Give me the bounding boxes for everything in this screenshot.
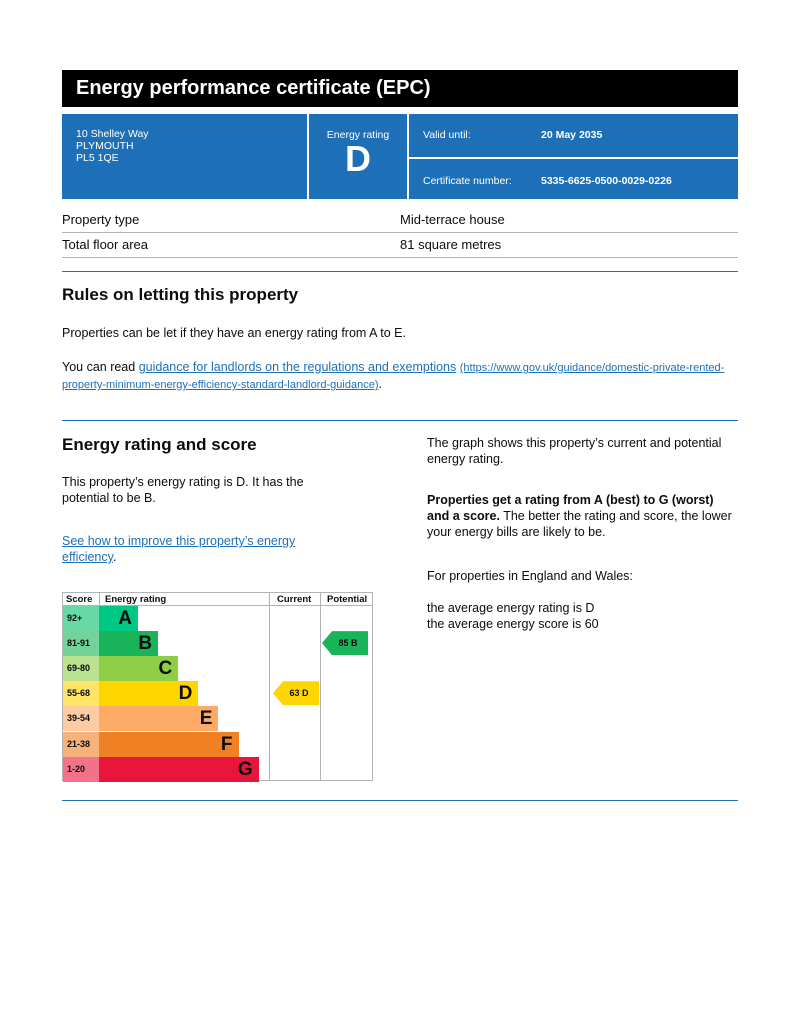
rating-bar-E: E	[99, 706, 219, 732]
floor-area-value: 81 square metres	[400, 237, 502, 252]
rating-bar-G: G	[99, 756, 259, 782]
header-potential: Potential	[327, 594, 368, 605]
potential-rating-arrow: 85 B	[322, 631, 368, 656]
score-text: This property’s energy rating is D. It h…	[62, 475, 304, 505]
england-wales-text: For properties in England and Wales:	[427, 569, 633, 583]
address-box: 10 Shelley Way PLYMOUTH PL5 1QE	[62, 114, 307, 199]
page-title: Energy performance certificate (EPC)	[62, 70, 738, 107]
rating-bar-F: F	[99, 731, 239, 757]
certificate-number-label: Certificate number:	[423, 175, 512, 187]
guidance-link[interactable]: guidance for landlords on the regulation…	[138, 360, 457, 374]
floor-area-label: Total floor area	[62, 237, 148, 252]
guidance-prefix: You can read	[62, 360, 139, 374]
rating-bar-A: A	[99, 606, 138, 631]
rating-bar-B: B	[99, 631, 159, 657]
divider	[62, 420, 738, 421]
rating-bar-D: D	[99, 681, 199, 707]
rules-heading: Rules on letting this property	[62, 285, 299, 304]
header-divider	[63, 605, 372, 606]
energy-rating-box: Energy rating D	[309, 114, 407, 199]
score-range-C: 69-80	[63, 656, 99, 682]
score-range-D: 55-68	[63, 681, 99, 707]
column-divider	[320, 593, 321, 780]
improve-paragraph: See how to improve this property’s energ…	[62, 533, 332, 565]
valid-until: Valid until: 20 May 2035	[409, 114, 738, 157]
rules-text: Properties can be let if they have an en…	[62, 326, 406, 340]
score-range-G: 1-20	[63, 756, 99, 782]
score-range-E: 39-54	[63, 706, 99, 732]
energy-rating-chart: Score Energy rating Current Potential 92…	[62, 592, 373, 782]
certificate-number-value: 5335-6625-0500-0029-0226	[541, 175, 672, 187]
rules-guidance: You can read guidance for landlords on t…	[62, 359, 738, 393]
address-line: PL5 1QE	[76, 152, 119, 164]
property-type-row: Property type Mid-terrace house	[62, 208, 738, 233]
improve-link[interactable]: See how to improve this property’s energ…	[62, 534, 296, 564]
rating-explainer-bold: Properties get a rating from A (best) to…	[427, 493, 714, 523]
improve-suffix: .	[112, 550, 117, 564]
divider	[62, 800, 738, 801]
average-rating: the average energy rating is D	[427, 601, 595, 615]
rating-explainer-rest: The better the rating and score, the low…	[427, 509, 732, 539]
score-heading: Energy rating and score	[62, 435, 257, 454]
valid-until-label: Valid until:	[423, 129, 471, 141]
current-rating-arrow: 63 D	[273, 681, 319, 706]
property-type-value: Mid-terrace house	[400, 212, 505, 227]
average-score: the average energy score is 60	[427, 617, 599, 631]
certificate-number: Certificate number: 5335-6625-0500-0029-…	[409, 159, 738, 199]
property-type-label: Property type	[62, 212, 140, 227]
header-score: Score	[66, 594, 93, 605]
column-divider	[269, 593, 270, 780]
divider	[62, 271, 738, 272]
rating-bar-C: C	[99, 656, 179, 682]
score-range-F: 21-38	[63, 731, 99, 757]
energy-rating-value: D	[345, 138, 371, 179]
guidance-url[interactable]: (https://www.gov.uk/guidance/domestic-pr…	[62, 362, 725, 391]
header-current: Current	[277, 594, 312, 605]
valid-until-value: 20 May 2035	[541, 129, 603, 141]
address-line: 10 Shelley Way	[76, 128, 149, 140]
floor-area-row: Total floor area 81 square metres	[62, 233, 738, 258]
energy-rating-label: Energy rating	[326, 129, 390, 141]
guidance-suffix: .	[378, 377, 382, 391]
score-range-B: 81-91	[63, 631, 99, 657]
score-range-A: 92+	[63, 606, 99, 631]
graph-explainer: The graph shows this property’s current …	[427, 436, 722, 466]
header-energy-rating: Energy rating	[105, 594, 167, 605]
column-divider	[99, 593, 100, 605]
address-line: PLYMOUTH	[76, 140, 134, 152]
rating-explainer: Properties get a rating from A (best) to…	[427, 492, 738, 540]
